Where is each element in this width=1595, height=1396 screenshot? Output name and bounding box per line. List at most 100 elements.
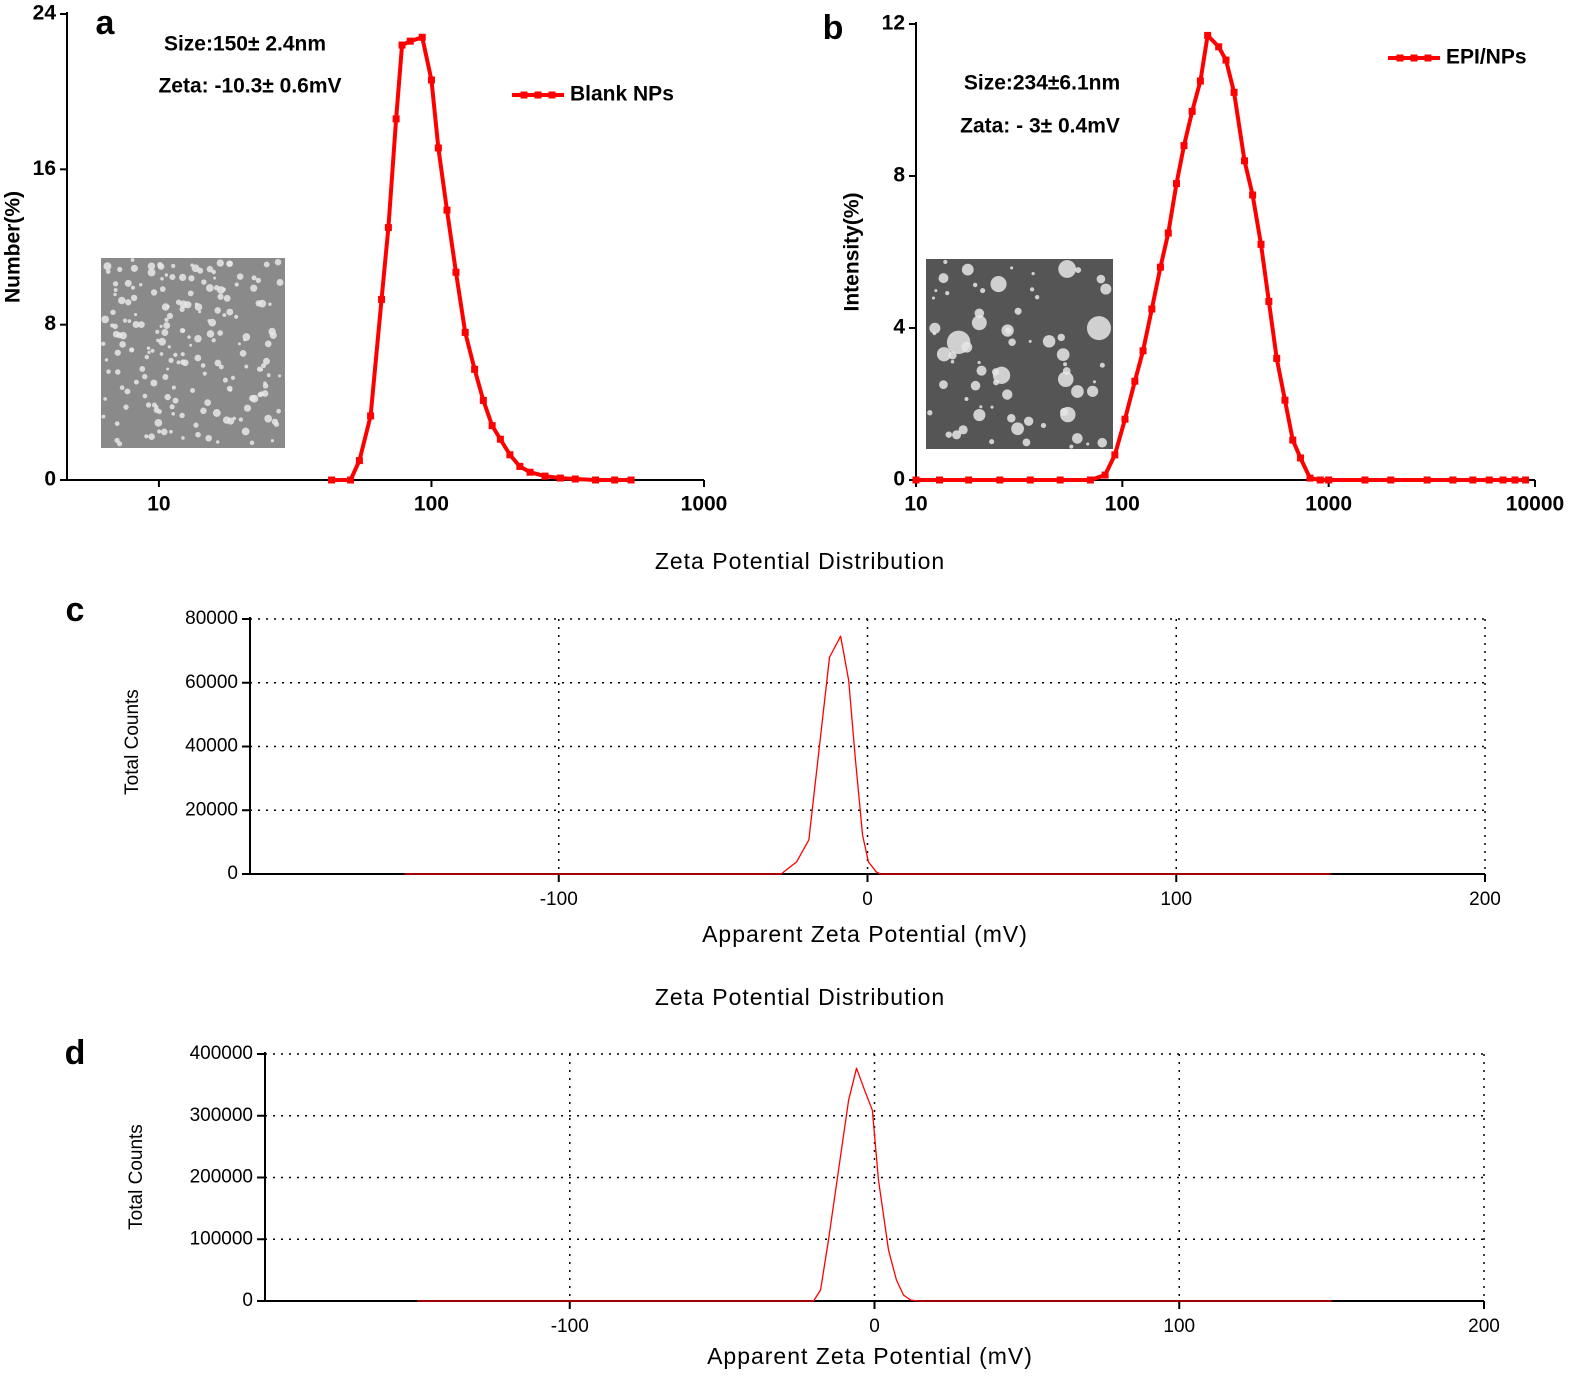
data-point — [1306, 474, 1314, 482]
particle — [194, 354, 202, 362]
particle — [213, 285, 220, 291]
data-point — [488, 422, 496, 430]
particle — [214, 359, 222, 367]
data-point — [1485, 476, 1493, 484]
particle — [1072, 433, 1083, 444]
particle — [172, 397, 179, 404]
x-tick-label: 0 — [862, 889, 873, 910]
particle — [1097, 437, 1108, 448]
particle — [159, 324, 163, 328]
panel-label: c — [66, 591, 85, 629]
particle — [130, 285, 136, 290]
data-point — [1241, 157, 1249, 165]
particle — [150, 379, 158, 387]
particle — [139, 283, 143, 287]
particle — [236, 273, 244, 280]
particle — [932, 331, 937, 336]
particle — [124, 388, 131, 395]
particle — [206, 284, 214, 292]
particle — [160, 428, 168, 436]
annotation: Size:150± 2.4nm — [164, 33, 326, 56]
data-point — [1222, 56, 1230, 64]
particle — [222, 313, 227, 317]
particle — [155, 329, 160, 334]
y-tick-label: 200000 — [190, 1167, 253, 1188]
particle — [130, 264, 138, 272]
particle — [153, 407, 160, 413]
panel: 0 4 8 12 10 100 1000 10000 b Intensity(%) Size:234… — [823, 9, 1565, 516]
particle — [226, 308, 234, 316]
particle — [958, 425, 968, 435]
panel: 0 20000 40000 60000 80000 -100 0 100 200 c Total C… — [66, 548, 1501, 947]
x-axis-label: Apparent Zeta Potential (mV) — [707, 1343, 1033, 1369]
particle — [217, 293, 224, 300]
particle — [167, 345, 171, 349]
particle — [1087, 385, 1099, 397]
particle — [164, 317, 169, 322]
particle — [1092, 380, 1096, 384]
particle — [201, 279, 207, 285]
data-point — [434, 144, 442, 152]
data-point — [418, 33, 426, 41]
particle — [256, 366, 263, 372]
legend-marker — [548, 91, 556, 99]
particle — [138, 321, 145, 329]
particle — [1086, 316, 1111, 341]
particle — [162, 374, 169, 380]
y-axis-label: Number(%) — [2, 191, 25, 303]
particle — [271, 418, 279, 425]
particle — [166, 367, 170, 371]
x-tick-label: 10000 — [1506, 493, 1564, 516]
particle — [125, 299, 132, 306]
particle — [266, 373, 271, 378]
particle — [261, 390, 269, 397]
particle — [101, 315, 110, 324]
particle — [1007, 414, 1016, 423]
particle — [161, 329, 169, 336]
particle — [1023, 416, 1034, 426]
particle — [156, 338, 160, 343]
data-point — [1180, 142, 1188, 150]
particle — [207, 319, 211, 323]
particle — [166, 312, 174, 320]
x-tick-label: 10 — [904, 493, 927, 516]
data-point — [378, 295, 386, 303]
particle — [122, 318, 128, 323]
x-tick-label: 100 — [1163, 1316, 1195, 1337]
particle — [948, 351, 957, 360]
particle — [263, 357, 270, 365]
particle — [117, 266, 123, 273]
particle — [147, 350, 151, 355]
particle — [106, 369, 111, 374]
data-point — [1026, 476, 1034, 484]
particle — [134, 313, 138, 317]
particle — [260, 363, 267, 369]
particle — [169, 274, 176, 281]
x-tick-label: -100 — [551, 1316, 589, 1337]
x-tick-label: 10 — [147, 493, 170, 516]
particle — [112, 281, 119, 287]
particle — [934, 289, 938, 293]
y-tick-label: 24 — [33, 2, 57, 25]
particle — [213, 276, 217, 280]
data-point — [912, 476, 920, 484]
particle — [103, 262, 112, 271]
data-point — [1316, 476, 1324, 484]
particle — [230, 375, 236, 380]
particle — [127, 319, 132, 324]
particle — [130, 294, 138, 302]
particle — [110, 323, 115, 328]
particle — [1028, 339, 1032, 343]
data-point — [1196, 77, 1204, 85]
data-point — [328, 476, 336, 484]
particle — [977, 360, 981, 365]
data-point — [398, 41, 406, 49]
particle — [118, 296, 126, 305]
particle — [132, 320, 140, 329]
data-point — [611, 476, 619, 484]
y-tick-label: 12 — [882, 12, 905, 35]
particle — [931, 296, 935, 300]
particle — [1008, 338, 1016, 347]
particle — [171, 385, 176, 390]
